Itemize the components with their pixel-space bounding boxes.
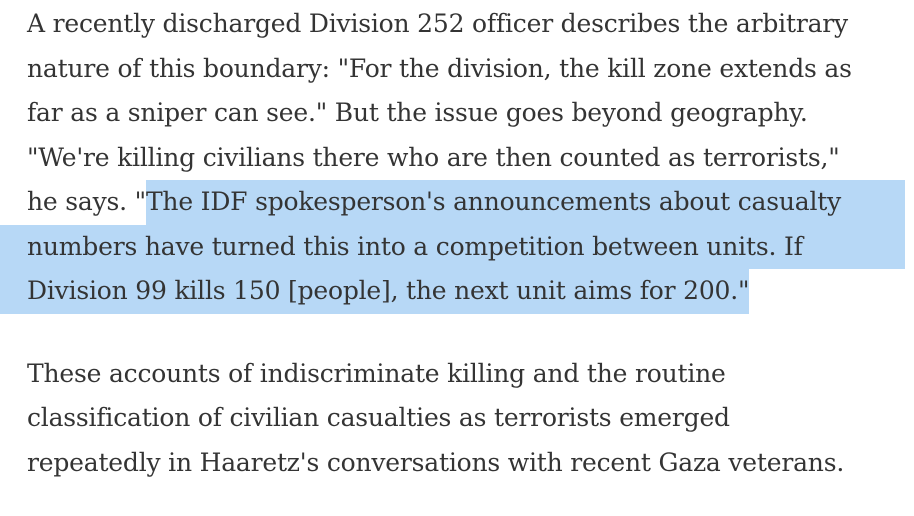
paragraph: These accounts of indiscriminate killing… (27, 352, 905, 486)
text-segment: far as a sniper can see." But the issue … (27, 98, 808, 127)
text-line: far as a sniper can see." But the issue … (27, 91, 905, 136)
paragraph: A recently discharged Division 252 offic… (0, 2, 905, 314)
highlighted-text-segment: The IDF spokesperson's announcements abo… (145, 180, 905, 225)
text-segment: he says. " (27, 187, 146, 216)
text-line: he says. " The IDF spokesperson's announc… (27, 180, 905, 225)
text-segment: "We're killing civilians there who are t… (27, 142, 840, 172)
text-line: nature of this boundary: "For the divisi… (27, 47, 905, 92)
highlighted-text-segment: Division 99 kills 150 [people], the next… (0, 269, 749, 314)
text-segment: nature of this boundary: "For the divisi… (27, 53, 852, 83)
text-line: A recently discharged Division 252 offic… (27, 2, 905, 47)
highlighted-text-segment: numbers have turned this into a competit… (0, 224, 905, 269)
text-line: classification of civilian casualties as… (27, 396, 905, 441)
text-segment: A recently discharged Division 252 offic… (27, 9, 848, 38)
text-segment: These accounts of indiscriminate killing… (27, 358, 726, 388)
text-line: "We're killing civilians there who are t… (27, 136, 905, 181)
text-line: Division 99 kills 150 [people], the next… (0, 269, 905, 314)
text-line: repeatedly in Haaretz's conversations wi… (27, 441, 905, 486)
text-segment: repeatedly in Haaretz's conversations wi… (27, 447, 845, 477)
article: A recently discharged Division 252 offic… (0, 2, 905, 486)
text-segment: classification of civilian casualties as… (27, 403, 730, 432)
text-line: numbers have turned this into a competit… (0, 224, 905, 269)
text-line: These accounts of indiscriminate killing… (27, 352, 905, 397)
